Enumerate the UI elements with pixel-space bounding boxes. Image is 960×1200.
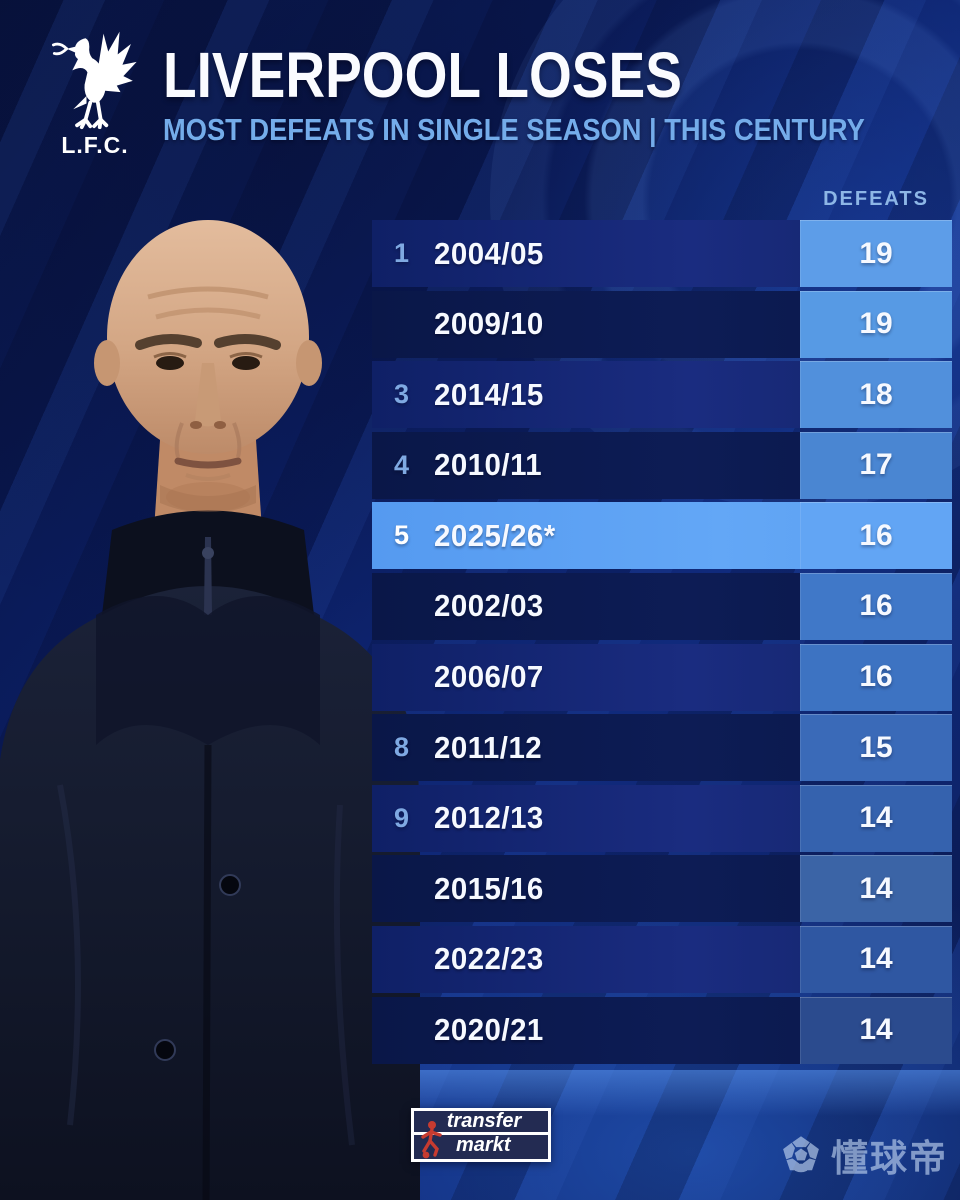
- defeats-table: 1 2004/05 19 2009/10 19 3 2014/15 18 4 2…: [372, 220, 952, 1064]
- club-crest: L.F.C.: [36, 26, 154, 159]
- crest-label: L.F.C.: [61, 132, 129, 158]
- table-row: 2002/03 16: [372, 572, 952, 640]
- table-row: 2020/21 14: [372, 996, 952, 1064]
- transfermarkt-word-bottom: markt: [456, 1134, 511, 1156]
- season-cell: 2010/11: [434, 447, 543, 483]
- table-row: 5 2025/26* 16: [372, 502, 952, 570]
- head: [107, 220, 309, 454]
- rank-cell: 9: [394, 802, 410, 833]
- season-cell: 2006/07: [434, 659, 544, 695]
- manager-photo: [0, 220, 420, 1200]
- season-cell: 2011/12: [434, 729, 543, 765]
- defeats-cell: 16: [800, 572, 952, 640]
- table-row: 9 2012/13 14: [372, 784, 952, 852]
- season-cell: 2009/10: [434, 306, 544, 342]
- page-subtitle: MOST DEFEATS IN SINGLE SEASON | THIS CEN…: [163, 112, 865, 147]
- table-row: 2006/07 16: [372, 643, 952, 711]
- season-cell: 2012/13: [434, 800, 544, 836]
- defeats-cell: 14: [800, 784, 952, 852]
- page-title: LIVERPOOL LOSES: [163, 39, 682, 111]
- defeats-cell: 16: [800, 502, 952, 570]
- defeats-cell: 14: [800, 925, 952, 993]
- football-icon: [780, 1136, 822, 1176]
- table-row: 4 2010/11 17: [372, 431, 952, 499]
- rank-cell: 1: [394, 238, 410, 268]
- defeats-cell: 14: [800, 855, 952, 923]
- season-cell: 2025/26*: [434, 517, 556, 553]
- defeats-cell: 18: [800, 361, 952, 429]
- season-cell: 2020/21: [434, 1012, 544, 1048]
- season-cell: 2015/16: [434, 870, 544, 906]
- defeats-cell: 17: [800, 431, 952, 499]
- defeats-cell: 15: [800, 714, 952, 782]
- defeats-column-header: DEFEATS: [823, 188, 929, 210]
- rank-cell: 8: [394, 732, 410, 763]
- table-row: 8 2011/12 15: [372, 714, 952, 782]
- table-row: 2015/16 14: [372, 855, 952, 923]
- defeats-cell: 19: [800, 220, 952, 287]
- season-cell: 2014/15: [434, 376, 544, 412]
- liver-bird-icon: [51, 31, 137, 130]
- rank-cell: 4: [394, 449, 410, 480]
- watermark: 懂球帝: [780, 1128, 948, 1182]
- defeats-cell: 16: [800, 643, 952, 711]
- transfermarkt-player-icon: [421, 1121, 442, 1159]
- transfermarkt-word-top: transfer: [446, 1110, 522, 1132]
- watermark-text: 懂球帝: [831, 1138, 948, 1179]
- rank-cell: 3: [394, 379, 410, 410]
- table-row: 1 2004/05 19: [372, 220, 952, 287]
- rank-cell: 5: [394, 520, 410, 551]
- season-cell: 2004/05: [434, 235, 544, 271]
- season-cell: 2002/03: [434, 588, 544, 624]
- table-row: 2022/23 14: [372, 925, 952, 993]
- defeats-cell: 19: [800, 290, 952, 358]
- table-row: 3 2014/15 18: [372, 361, 952, 429]
- transfermarkt-logo: transfer markt: [411, 1108, 551, 1162]
- table-row: 2009/10 19: [372, 290, 952, 358]
- season-cell: 2022/23: [434, 941, 544, 977]
- defeats-cell: 14: [800, 996, 952, 1064]
